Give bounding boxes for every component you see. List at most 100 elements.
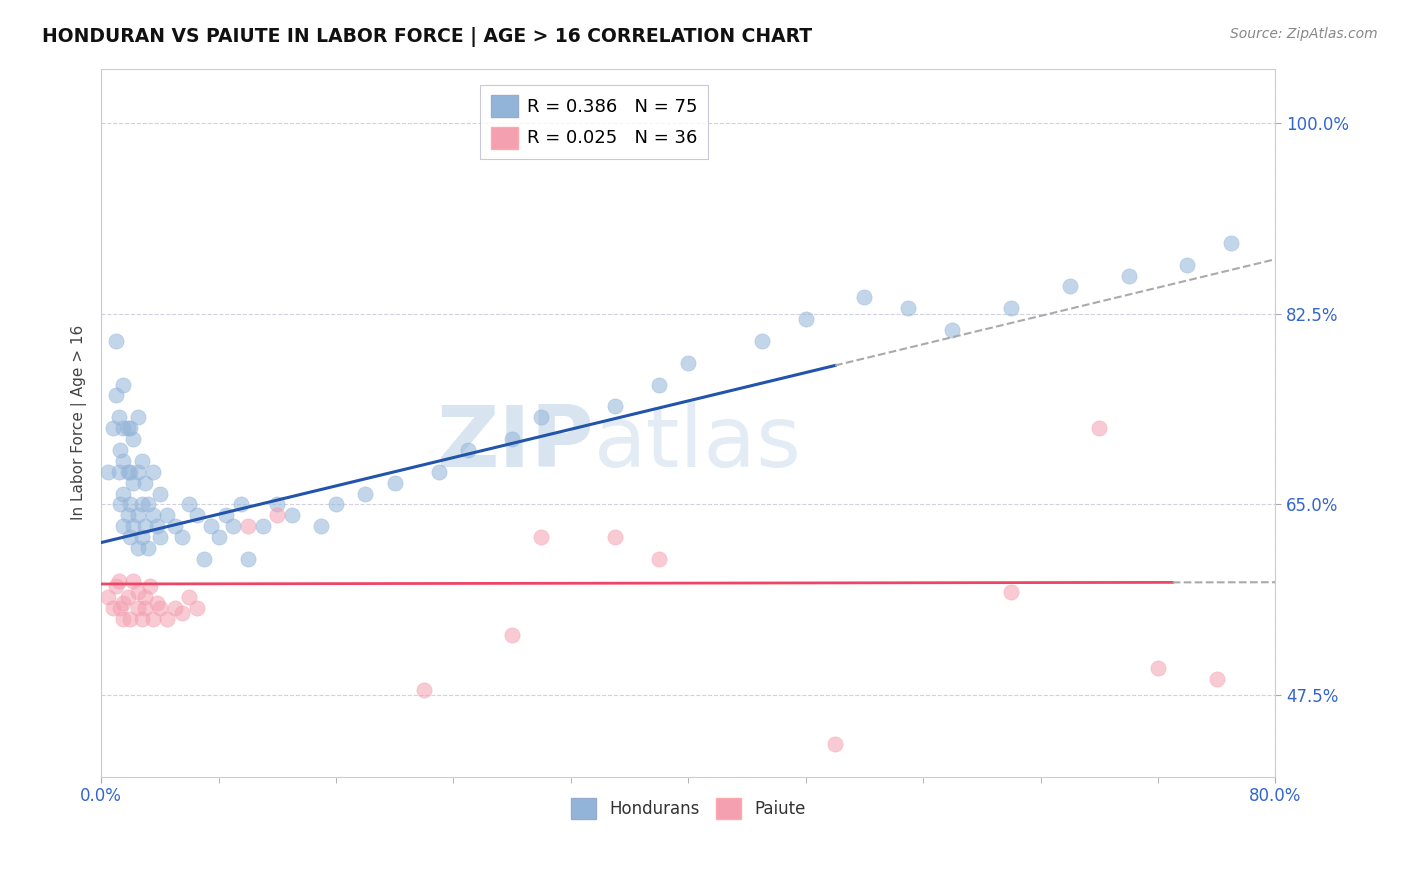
- Point: [146, 595, 169, 609]
- Point: [1059, 279, 1081, 293]
- Point: [179, 497, 201, 511]
- Point: [122, 475, 145, 490]
- Point: [97, 465, 120, 479]
- Point: [120, 612, 142, 626]
- Point: [149, 601, 172, 615]
- Point: [134, 475, 156, 490]
- Point: [149, 486, 172, 500]
- Point: [149, 530, 172, 544]
- Point: [179, 590, 201, 604]
- Point: [252, 519, 274, 533]
- Point: [108, 601, 131, 615]
- Point: [236, 519, 259, 533]
- Point: [136, 541, 159, 555]
- Point: [117, 508, 139, 523]
- Point: [107, 410, 129, 425]
- Text: Source: ZipAtlas.com: Source: ZipAtlas.com: [1230, 27, 1378, 41]
- Text: atlas: atlas: [595, 402, 803, 485]
- Point: [648, 377, 671, 392]
- Point: [530, 410, 553, 425]
- Point: [141, 465, 163, 479]
- Point: [427, 465, 450, 479]
- Point: [170, 607, 193, 621]
- Point: [413, 682, 436, 697]
- Point: [236, 552, 259, 566]
- Point: [117, 421, 139, 435]
- Point: [824, 737, 846, 751]
- Point: [281, 508, 304, 523]
- Text: HONDURAN VS PAIUTE IN LABOR FORCE | AGE > 16 CORRELATION CHART: HONDURAN VS PAIUTE IN LABOR FORCE | AGE …: [42, 27, 813, 46]
- Point: [112, 486, 135, 500]
- Point: [101, 601, 124, 615]
- Point: [1118, 268, 1140, 283]
- Point: [222, 519, 245, 533]
- Point: [141, 508, 163, 523]
- Point: [107, 574, 129, 588]
- Point: [603, 530, 626, 544]
- Point: [122, 574, 145, 588]
- Point: [112, 595, 135, 609]
- Point: [678, 356, 700, 370]
- Point: [108, 442, 131, 457]
- Point: [117, 465, 139, 479]
- Point: [120, 421, 142, 435]
- Point: [1220, 235, 1243, 250]
- Point: [186, 601, 208, 615]
- Point: [354, 486, 377, 500]
- Point: [122, 519, 145, 533]
- Point: [163, 519, 186, 533]
- Point: [266, 508, 288, 523]
- Point: [131, 497, 153, 511]
- Point: [101, 421, 124, 435]
- Point: [266, 497, 288, 511]
- Point: [229, 497, 252, 511]
- Point: [107, 465, 129, 479]
- Point: [156, 508, 179, 523]
- Point: [112, 421, 135, 435]
- Point: [186, 508, 208, 523]
- Point: [127, 584, 149, 599]
- Point: [120, 497, 142, 511]
- Point: [112, 454, 135, 468]
- Point: [215, 508, 238, 523]
- Point: [134, 590, 156, 604]
- Point: [138, 579, 160, 593]
- Point: [853, 290, 876, 304]
- Point: [104, 579, 127, 593]
- Point: [200, 519, 222, 533]
- Point: [112, 519, 135, 533]
- Point: [156, 612, 179, 626]
- Point: [122, 432, 145, 446]
- Point: [104, 388, 127, 402]
- Point: [117, 590, 139, 604]
- Point: [120, 465, 142, 479]
- Point: [311, 519, 333, 533]
- Point: [501, 432, 523, 446]
- Point: [457, 442, 479, 457]
- Point: [127, 601, 149, 615]
- Point: [134, 601, 156, 615]
- Point: [170, 530, 193, 544]
- Point: [1000, 584, 1022, 599]
- Point: [325, 497, 347, 511]
- Point: [112, 612, 135, 626]
- Point: [127, 541, 149, 555]
- Point: [1000, 301, 1022, 316]
- Point: [384, 475, 406, 490]
- Point: [146, 519, 169, 533]
- Point: [134, 519, 156, 533]
- Legend: Hondurans, Paiute: Hondurans, Paiute: [564, 791, 813, 825]
- Point: [193, 552, 215, 566]
- Point: [751, 334, 773, 348]
- Point: [131, 454, 153, 468]
- Point: [120, 530, 142, 544]
- Point: [127, 508, 149, 523]
- Point: [127, 465, 149, 479]
- Point: [136, 497, 159, 511]
- Point: [131, 612, 153, 626]
- Point: [648, 552, 671, 566]
- Point: [163, 601, 186, 615]
- Point: [108, 497, 131, 511]
- Point: [1205, 672, 1227, 686]
- Text: ZIP: ZIP: [437, 402, 595, 485]
